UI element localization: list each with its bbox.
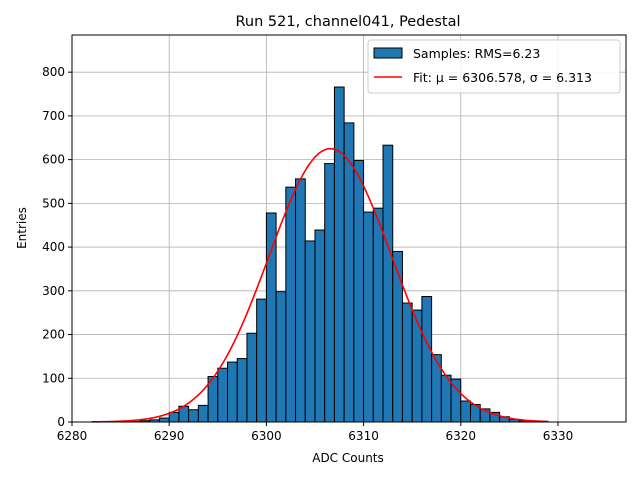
y-tick-label: 100 bbox=[42, 371, 65, 385]
histogram-bar bbox=[285, 186, 297, 423]
gaussian-fit-line bbox=[91, 147, 549, 423]
plot-frame bbox=[71, 34, 627, 423]
histogram-bar bbox=[421, 295, 433, 423]
x-axis-ticks: 6280 6290 6300 6310 6320 6330 bbox=[57, 422, 574, 443]
histogram-bars bbox=[129, 86, 549, 423]
y-tick-label: 600 bbox=[42, 153, 65, 167]
chart-title: Run 521, channel041, Pedestal bbox=[235, 14, 460, 30]
histogram-bar bbox=[440, 374, 452, 423]
legend-box bbox=[367, 39, 621, 94]
y-tick-label: 200 bbox=[42, 328, 65, 342]
histogram-bar bbox=[236, 358, 248, 423]
histogram-bar bbox=[217, 367, 229, 423]
y-tick-label: 400 bbox=[42, 240, 65, 254]
histogram-bar bbox=[411, 309, 423, 423]
legend-fit-label: Fit: μ = 6306.578, σ = 6.313 bbox=[413, 70, 592, 85]
histogram-bar bbox=[265, 212, 277, 423]
histogram-bar bbox=[460, 400, 471, 423]
histogram-bar bbox=[333, 86, 345, 423]
legend-samples-label: Samples: RMS=6.23 bbox=[413, 46, 540, 61]
x-axis-label: ADC Counts bbox=[312, 451, 384, 465]
histogram-bar bbox=[227, 361, 238, 423]
y-tick-label: 500 bbox=[42, 196, 65, 210]
legend-bar-swatch bbox=[373, 47, 403, 59]
histogram-bar bbox=[392, 250, 403, 423]
x-tick-label: 6290 bbox=[154, 429, 185, 443]
legend: Samples: RMS=6.23 Fit: μ = 6306.578, σ =… bbox=[367, 39, 621, 94]
histogram-bar bbox=[343, 122, 355, 423]
histogram-bar bbox=[382, 144, 394, 423]
histogram-bar bbox=[168, 411, 180, 423]
histogram-bar bbox=[314, 229, 326, 423]
x-tick-label: 6320 bbox=[445, 429, 476, 443]
y-tick-label: 800 bbox=[42, 65, 65, 79]
histogram-bar bbox=[275, 291, 287, 423]
histogram-bar bbox=[295, 178, 306, 423]
x-tick-label: 6330 bbox=[543, 429, 574, 443]
histogram-bar bbox=[353, 160, 365, 423]
x-tick-label: 6300 bbox=[251, 429, 282, 443]
histogram-bar bbox=[431, 354, 442, 423]
x-tick-label: 6310 bbox=[348, 429, 379, 443]
histogram-bar bbox=[363, 211, 374, 423]
histogram-bar bbox=[401, 302, 413, 423]
histogram-bar bbox=[372, 207, 384, 423]
histogram-bar bbox=[197, 404, 209, 423]
y-tick-label: 700 bbox=[42, 109, 65, 123]
y-axis-ticks: 0 100 200 300 400 500 600 700 800 bbox=[42, 65, 72, 429]
histogram-bar bbox=[324, 163, 335, 423]
histogram-bar bbox=[246, 332, 258, 423]
histogram-bar bbox=[256, 298, 267, 423]
y-axis-label: Entries bbox=[15, 207, 29, 249]
y-tick-label: 0 bbox=[57, 415, 65, 429]
x-tick-label: 6280 bbox=[57, 429, 88, 443]
histogram-bar bbox=[158, 417, 170, 423]
histogram-bar bbox=[188, 409, 199, 423]
y-tick-label: 300 bbox=[42, 284, 65, 298]
histogram-bar bbox=[304, 240, 316, 423]
